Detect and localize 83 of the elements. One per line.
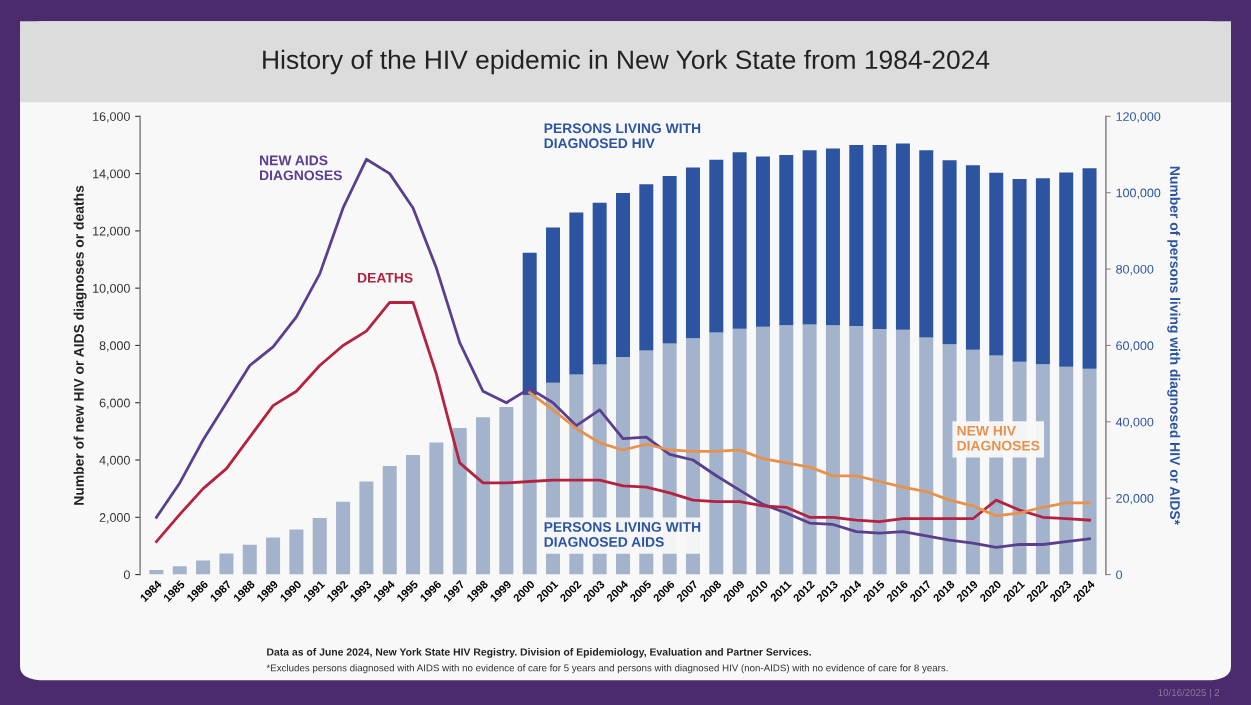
series-label: NEW AIDS DIAGNOSES [260, 155, 342, 181]
bar [942, 160, 957, 345]
bar [895, 143, 910, 330]
y2-tick-label: 20,000 [1116, 494, 1154, 505]
bar [872, 329, 887, 575]
bar [1082, 168, 1097, 369]
bar [289, 529, 304, 575]
bar [616, 193, 630, 357]
y2-tick-label: 80,000 [1116, 264, 1154, 276]
series-label: PERSONS LIVING WITH DIAGNOSED HIV [544, 123, 701, 149]
text: Data as of June 2024, New York State HIV Registry. Division of Epidemiology, Evaluation and Partner Services. [267, 648, 811, 658]
y-tick-label: 0 [123, 570, 130, 580]
bar [732, 328, 747, 575]
y-tick-label: 4,000 [99, 455, 130, 467]
y-tick-label: 16,000 [93, 112, 130, 123]
bar [196, 560, 211, 575]
bar [755, 326, 770, 575]
bar [1012, 178, 1027, 362]
bar [522, 252, 537, 396]
bar [546, 227, 561, 383]
bar [499, 406, 514, 575]
y-tick-label: 2,000 [99, 513, 130, 524]
y2-tick-label: 0 [1116, 570, 1123, 580]
y-tick-label: 8,000 [99, 341, 130, 352]
bar [219, 553, 234, 575]
bar [662, 175, 677, 344]
bar [242, 544, 257, 575]
bar [359, 481, 374, 575]
bar [872, 144, 887, 330]
line-series [528, 391, 1091, 518]
bar [965, 165, 980, 350]
bar [732, 152, 747, 329]
bar [685, 167, 700, 339]
bar [476, 417, 491, 575]
bar [312, 518, 327, 575]
series-label: PERSONS LIVING WITH DIAGNOSED AIDS [544, 522, 701, 547]
bar [709, 332, 724, 575]
bar [1082, 368, 1097, 575]
bar [709, 159, 724, 333]
bar [849, 325, 864, 575]
bar [825, 148, 840, 326]
bar [942, 344, 957, 575]
bar [522, 395, 537, 575]
y-tick-label: 6,000 [99, 398, 130, 409]
y2-tick-label: 100,000 [1116, 188, 1161, 199]
line-series [155, 157, 1091, 549]
bar [382, 466, 397, 575]
bar [779, 154, 794, 326]
bar [849, 144, 864, 326]
bar [895, 329, 910, 575]
bar [919, 337, 934, 575]
bar [1035, 178, 1050, 365]
bar [336, 501, 351, 575]
bar [802, 324, 817, 575]
y2-tick-label: 120,000 [1116, 112, 1161, 123]
y-tick-label: 12,000 [93, 226, 130, 238]
y-tick-label: 10,000 [93, 283, 130, 295]
y2-tick-label: 60,000 [1116, 341, 1154, 352]
bar [639, 184, 654, 351]
y-tick-label: 14,000 [93, 169, 130, 180]
bar [406, 455, 421, 575]
bar [919, 150, 934, 338]
series-label: DEATHS [357, 272, 413, 283]
bar [1059, 172, 1074, 367]
bar [172, 566, 187, 575]
bar [592, 202, 607, 365]
text: 10/16/2025 | 2 [1158, 688, 1220, 698]
y-axis-title: Number of new HIV or AIDS diagnoses or deaths [73, 185, 87, 505]
bar [779, 325, 794, 575]
bar [802, 150, 817, 325]
bar [1059, 366, 1074, 575]
bar [569, 212, 584, 375]
bar [429, 442, 444, 575]
y2-axis-title: Number of persons living with diagnosed HIV or AIDS* [1167, 166, 1181, 525]
text: NEW HIV DIAGNOSES [957, 425, 1040, 451]
bar [825, 325, 840, 575]
bar [452, 427, 467, 575]
chart-title: History of the HIV epidemic in New York State from 1984-2024 [263, 49, 990, 75]
bar [989, 172, 1004, 356]
bar [266, 537, 281, 575]
y2-tick-label: 40,000 [1115, 417, 1154, 428]
text: *Excludes persons diagnosed with AIDS with no evidence of care for 5 years and persons with diagnosed HIV (non-AIDS) with no evidence of care for 8 years. [266, 664, 948, 674]
bar [755, 156, 770, 327]
